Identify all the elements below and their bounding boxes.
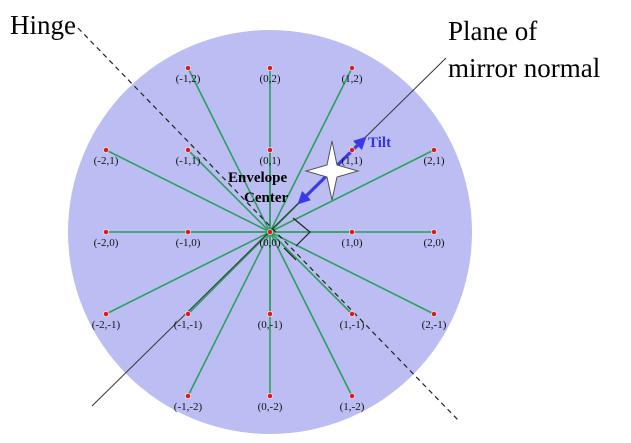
- ray-xm2ym1: [105, 231, 271, 315]
- point-label-x0y2: (0,2): [259, 73, 280, 85]
- point-x0y0: [267, 229, 273, 235]
- ray-xm1ym2: [187, 231, 271, 397]
- point-label-x2y0: (2,0): [423, 237, 444, 249]
- point-xm2y0: [103, 229, 109, 235]
- point-x2ym1: [431, 311, 437, 317]
- ray-xm1y2: [187, 67, 271, 233]
- point-x1ym1: [349, 311, 355, 317]
- point-label-xm1ym1: (-1,-1): [174, 319, 203, 331]
- point-label-x0y1: (0,1): [259, 155, 280, 167]
- envelope-center-label-line2: Center: [244, 190, 288, 206]
- point-x0y2: [267, 65, 273, 71]
- point-group: (-1,2) (0,2) (1,2) (-2,1) (-1,1) (0,1) (1,1) (2…: [92, 65, 447, 413]
- point-label-x2y1: (2,1): [423, 155, 444, 167]
- ray-xm1y1: [187, 149, 271, 233]
- point-x1ym2: [349, 393, 355, 399]
- point-label-xm2y0: (-2,0): [94, 237, 119, 249]
- point-xm1y0: [185, 229, 191, 235]
- point-label-x0y0: (0,0): [259, 237, 280, 249]
- plane-label-line2: mirror normal: [448, 53, 600, 83]
- point-x0ym1: [267, 311, 273, 317]
- point-label-x0ym1: (0,-1): [258, 319, 283, 331]
- point-label-x2ym1: (2,-1): [422, 319, 447, 331]
- right-angle-marker: [292, 217, 311, 247]
- point-label-xm2y1: (-2,1): [94, 155, 119, 167]
- ray-x1ym1: [269, 231, 353, 315]
- point-x1y0: [349, 229, 355, 235]
- point-label-x1y2: (1,2): [341, 73, 362, 85]
- point-xm1ym2: [185, 393, 191, 399]
- point-label-xm1y2: (-1,2): [176, 73, 201, 85]
- ray-x1ym2: [269, 231, 353, 397]
- star-icon: [304, 140, 360, 201]
- hinge-label: Hinge: [10, 10, 76, 40]
- point-xm1y1: [185, 147, 191, 153]
- point-x1y2: [349, 65, 355, 71]
- right-angle-tick: [283, 247, 297, 261]
- ray-xm1ym1: [187, 231, 271, 315]
- point-xm1y2: [185, 65, 191, 71]
- point-x0ym2: [267, 393, 273, 399]
- point-label-x1y0: (1,0): [341, 237, 362, 249]
- ray-x2ym1: [269, 231, 435, 315]
- point-xm2ym1: [103, 311, 109, 317]
- point-x2y0: [431, 229, 437, 235]
- point-x2y1: [431, 147, 437, 153]
- point-xm2y1: [103, 147, 109, 153]
- point-label-xm1y1: (-1,1): [176, 155, 201, 167]
- point-label-xm1ym2: (-1,-2): [174, 401, 203, 413]
- point-x0y1: [267, 147, 273, 153]
- point-label-xm1y0: (-1,0): [176, 237, 201, 249]
- point-label-x0ym2: (0,-2): [258, 401, 283, 413]
- plane-label-line1: Plane of: [448, 16, 537, 46]
- point-label-x1ym1: (1,-1): [340, 319, 365, 331]
- hinge-line: [77, 27, 459, 421]
- envelope-center-label-line1: Envelope: [228, 170, 288, 186]
- point-xm1ym1: [185, 311, 191, 317]
- point-label-x1ym2: (1,-2): [340, 401, 365, 413]
- point-label-xm2ym1: (-2,-1): [92, 319, 121, 331]
- ray-xm2y1: [105, 149, 271, 233]
- tilt-label: Tilt: [368, 135, 391, 151]
- point-x1y1: [349, 147, 355, 153]
- point-label-x1y1: (1,1): [341, 155, 362, 167]
